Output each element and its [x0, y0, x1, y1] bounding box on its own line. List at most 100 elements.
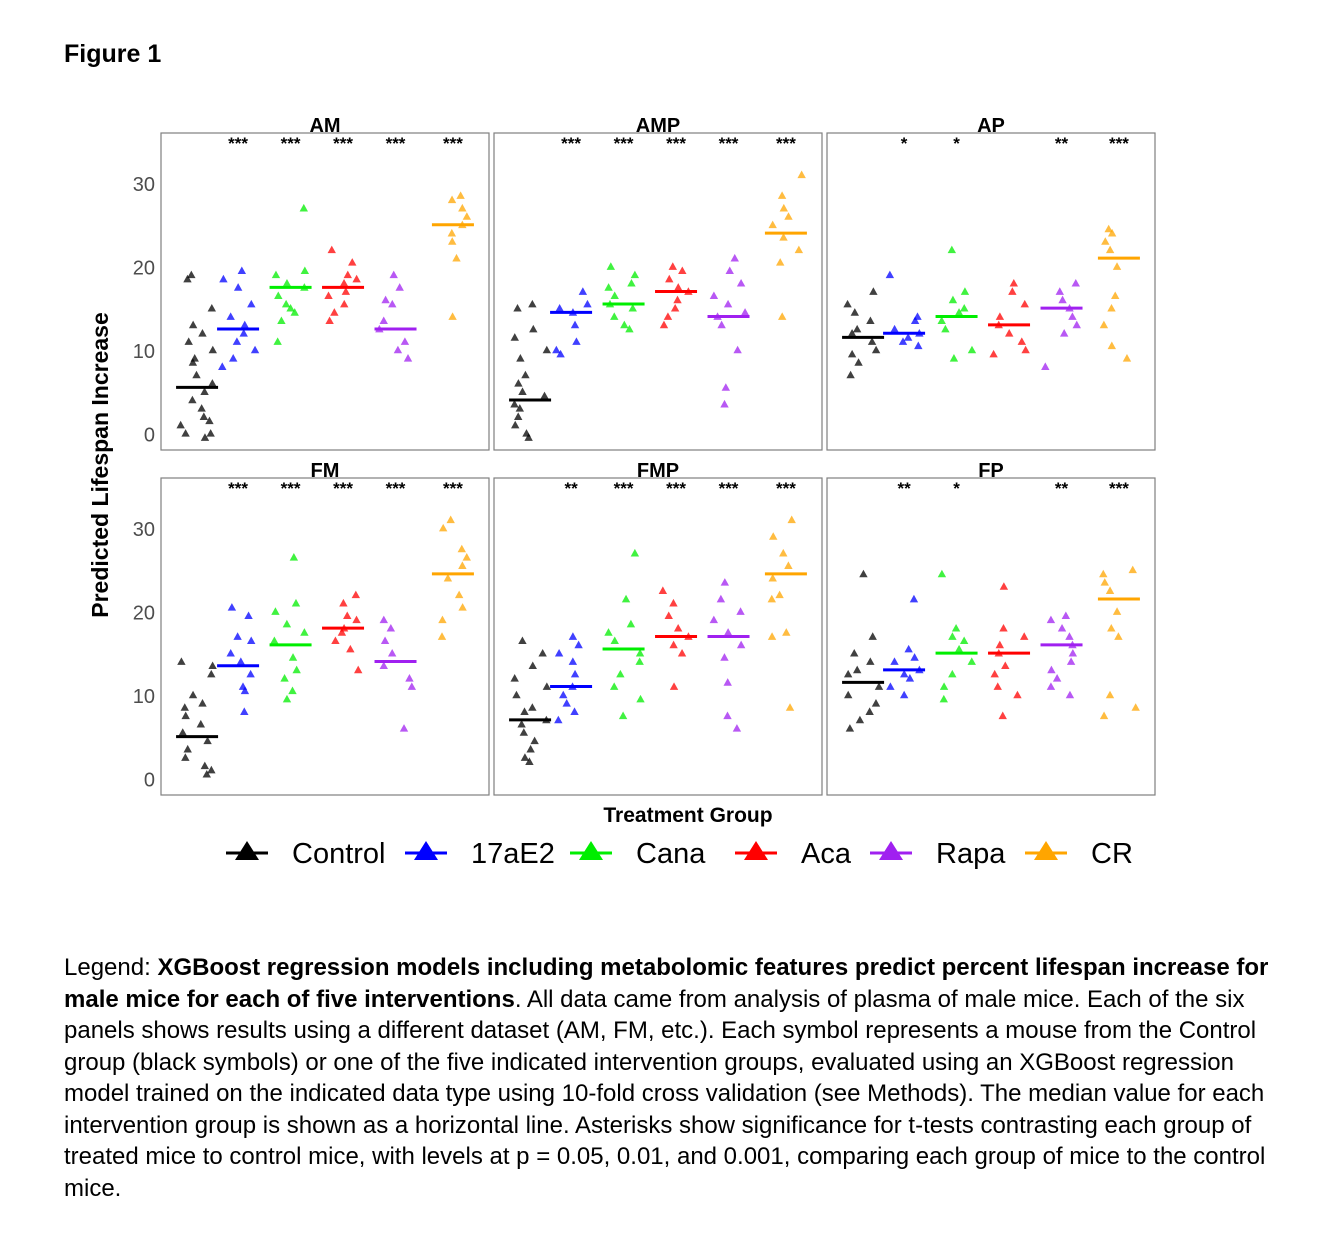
- point-fp-aca-1: [999, 623, 1008, 632]
- point-fm-control-0: [177, 657, 186, 665]
- point-fp-cana-0: [937, 569, 947, 578]
- point-ap-rapa-1: [1055, 287, 1064, 295]
- figure-caption: Legend: XGBoost regression models includ…: [64, 952, 1300, 1204]
- point-amp-control-5: [516, 354, 525, 362]
- point-fmp-control-12: [526, 744, 535, 753]
- point-am-cr-7: [452, 253, 461, 262]
- point-fm-cr-1: [438, 523, 448, 532]
- point-am-control-14: [199, 412, 209, 420]
- point-amp-cr-8: [778, 312, 787, 320]
- point-fmp-control-9: [517, 719, 526, 728]
- point-fp-17ae2-6: [905, 674, 915, 682]
- point-fm-control-4: [198, 699, 207, 707]
- significance-ap-cr: ***: [1109, 134, 1129, 153]
- point-fmp-17ae2-7: [562, 699, 571, 707]
- point-amp-control-2: [529, 324, 538, 333]
- point-fm-aca-6: [331, 636, 340, 645]
- point-am-cana-7: [286, 303, 295, 312]
- point-am-control-12: [188, 395, 197, 404]
- significance-am-cr: ***: [443, 134, 463, 153]
- point-amp-cr-2: [779, 203, 789, 212]
- point-amp-rapa-7: [717, 320, 726, 329]
- point-fmp-rapa-9: [732, 724, 742, 732]
- point-am-control-16: [206, 429, 215, 437]
- point-am-17ae2-6: [239, 329, 248, 337]
- point-fp-17ae2-2: [910, 653, 919, 661]
- significance-fm-aca: ***: [333, 479, 353, 498]
- point-fm-control-12: [200, 761, 210, 770]
- point-am-17ae2-4: [226, 312, 235, 320]
- point-fp-17ae2-0: [909, 594, 919, 603]
- point-am-control-17: [200, 433, 210, 441]
- point-fm-control-13: [207, 765, 216, 774]
- point-fp-control-1: [868, 632, 877, 640]
- point-amp-control-0: [528, 299, 537, 308]
- point-fm-rapa-7: [399, 724, 409, 732]
- panel-frame-ap: [826, 132, 1156, 451]
- point-amp-rapa-8: [733, 345, 742, 354]
- point-fm-17ae2-9: [240, 707, 249, 715]
- point-ap-cana-1: [960, 287, 970, 295]
- point-am-17ae2-0: [237, 266, 247, 275]
- point-fm-rapa-3: [387, 648, 397, 657]
- legend-label-17ae2: 17aE2: [471, 838, 555, 870]
- point-fp-cana-4: [954, 644, 964, 653]
- point-ap-17ae2-7: [914, 341, 923, 350]
- point-fm-cr-7: [458, 603, 467, 611]
- point-amp-cr-4: [768, 220, 777, 229]
- point-am-aca-8: [330, 308, 339, 316]
- point-fmp-control-5: [512, 690, 521, 699]
- point-fm-cana-10: [282, 694, 292, 703]
- point-amp-control-3: [510, 333, 519, 341]
- point-fp-control-3: [866, 657, 875, 665]
- significance-fp-cr: ***: [1109, 479, 1129, 498]
- point-fp-cana-6: [948, 669, 957, 678]
- point-ap-control-10: [846, 370, 855, 379]
- point-amp-control-6: [521, 370, 530, 379]
- point-fmp-rapa-1: [716, 594, 726, 603]
- point-fm-aca-5: [337, 628, 347, 636]
- point-amp-cr-1: [777, 191, 787, 199]
- point-fp-cana-5: [967, 657, 976, 665]
- point-fmp-aca-0: [658, 586, 668, 594]
- point-fm-17ae2-1: [244, 611, 253, 620]
- point-am-cr-3: [462, 212, 472, 220]
- point-am-cr-8: [448, 312, 457, 320]
- point-ap-cr-3: [1105, 245, 1115, 254]
- panel-title-fm: FM: [311, 460, 340, 482]
- point-ap-aca-8: [989, 349, 998, 358]
- point-amp-17ae2-4: [570, 320, 580, 329]
- point-fmp-cr-3: [784, 561, 793, 569]
- point-am-rapa-3: [388, 299, 397, 308]
- point-fm-cr-4: [458, 561, 467, 569]
- significance-fp-cana: *: [953, 479, 960, 498]
- point-ap-cana-6: [941, 324, 950, 333]
- point-am-control-11: [200, 387, 209, 395]
- point-fmp-17ae2-4: [570, 669, 580, 678]
- point-ap-aca-3: [995, 312, 1005, 320]
- point-amp-rapa-9: [721, 383, 731, 391]
- significance-amp-rapa: ***: [719, 134, 739, 153]
- point-fp-cana-3: [959, 636, 969, 645]
- point-amp-cana-4: [610, 291, 619, 300]
- significance-fmp-17ae2: **: [564, 479, 578, 498]
- point-ap-aca-2: [1020, 299, 1029, 308]
- point-fm-aca-0: [351, 590, 361, 599]
- legend-symbol-rapa: [879, 841, 903, 860]
- point-ap-17ae2-2: [910, 316, 920, 325]
- significance-fp-17ae2: **: [897, 479, 911, 498]
- point-ap-control-8: [847, 349, 857, 358]
- point-amp-cr-0: [797, 170, 806, 179]
- point-fm-rapa-4: [379, 661, 388, 670]
- point-fm-aca-2: [343, 611, 352, 620]
- point-fp-cr-4: [1112, 607, 1122, 615]
- point-ap-cr-8: [1107, 341, 1117, 350]
- point-amp-cana-8: [620, 320, 629, 329]
- point-ap-aca-1: [1008, 287, 1017, 295]
- point-fm-cr-5: [443, 573, 453, 582]
- panel-frame-am: [160, 132, 490, 451]
- point-fm-control-6: [181, 711, 190, 720]
- point-fmp-control-13: [520, 753, 530, 761]
- point-amp-control-1: [513, 303, 522, 312]
- point-ap-rapa-4: [1068, 312, 1077, 320]
